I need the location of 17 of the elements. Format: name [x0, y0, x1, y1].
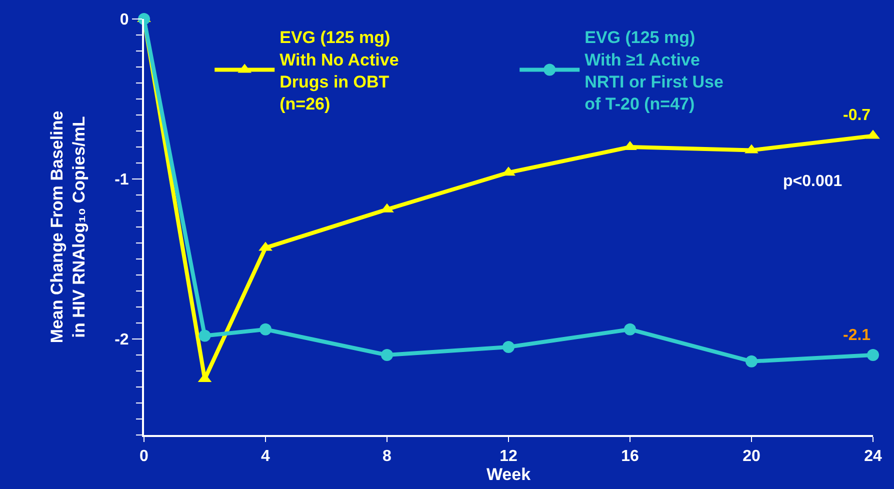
y-tick-label: -1 [114, 172, 129, 189]
legend-label: EVG (125 mg) With ≥1 Active NRTI or First Use of T-20 (n=47) [584, 28, 724, 114]
annotation: p<0.001 [783, 173, 842, 190]
x-tick-label: 24 [864, 448, 882, 466]
x-tick-label: 8 [382, 448, 392, 466]
x-axis-title: Week [486, 465, 532, 484]
x-tick-label: 4 [261, 448, 270, 466]
annotation: -2.1 [843, 327, 871, 344]
x-tick-label: 12 [500, 448, 518, 466]
y-tick-label: 0 [120, 12, 129, 29]
x-tick-label: 0 [140, 448, 149, 466]
x-tick-label: 16 [621, 448, 639, 466]
x-tick-label: 20 [742, 448, 760, 466]
y-axis-title: Mean Change From Baseline in HIV RNAlog₁₀ Copies/mL [48, 110, 89, 344]
annotation: -0.7 [843, 107, 871, 124]
y-tick-label: -2 [114, 332, 129, 349]
legend-label: EVG (125 mg) With No Active Drugs in OBT (n=26) [280, 28, 399, 114]
